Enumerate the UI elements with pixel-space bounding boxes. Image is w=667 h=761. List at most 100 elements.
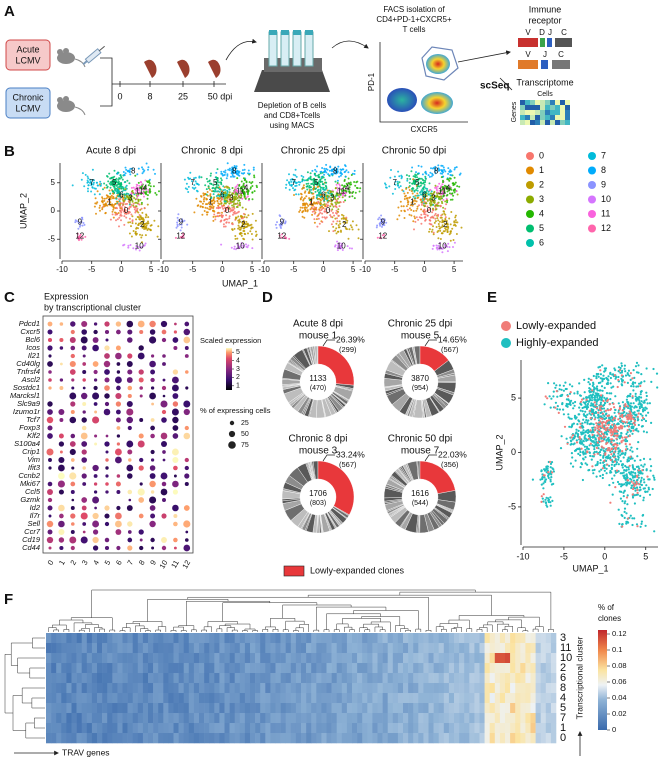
cell-point [117, 212, 120, 214]
cell-point [606, 449, 609, 452]
cell-point [356, 187, 359, 190]
cell-point [319, 201, 322, 204]
cell-point [121, 204, 124, 207]
cell-point [632, 422, 635, 425]
cell-point [600, 430, 603, 433]
dot [92, 545, 99, 551]
cell-point [91, 168, 94, 171]
cell-point [304, 210, 307, 212]
size-legend-dot [228, 430, 236, 438]
cell-point [590, 378, 593, 382]
cluster-label: 7 [392, 178, 397, 187]
cell-point [185, 182, 188, 185]
cell-point [632, 417, 635, 421]
cell-point [593, 394, 597, 397]
y-tick-label: 5 [511, 392, 516, 402]
cell-point [604, 424, 607, 427]
dot [149, 336, 157, 344]
dot [126, 440, 134, 448]
cell-point [137, 167, 140, 170]
cell-point [121, 178, 124, 181]
cell-point [142, 170, 145, 173]
cell-point [621, 452, 624, 455]
mini-heat-cell [540, 100, 545, 105]
cell-point [240, 180, 243, 183]
cell-point [546, 465, 550, 468]
legend-label: Lowly-expanded clones [310, 565, 405, 575]
cell-point [316, 225, 319, 228]
cell-point [596, 434, 599, 437]
cell-point [422, 182, 425, 185]
cell-point [242, 246, 245, 249]
cell-point [194, 176, 197, 179]
cell-point [451, 198, 454, 201]
cluster-label: 4 [244, 184, 249, 193]
cell-point [240, 242, 243, 245]
mini-heat-cell [565, 105, 570, 110]
cell-point [564, 381, 567, 384]
dot [105, 458, 109, 462]
cell-point [335, 227, 338, 230]
cell-point [115, 181, 118, 184]
cell-point [245, 220, 248, 223]
cell-point [251, 238, 254, 241]
cell-point [351, 195, 354, 198]
cell-point [101, 197, 104, 200]
cell-point [531, 478, 535, 481]
cluster-label: 1 [208, 198, 213, 207]
cell-point [444, 200, 447, 203]
dot [59, 322, 64, 326]
cell-point [634, 489, 637, 492]
cell-point [310, 188, 313, 191]
cell-point [442, 166, 445, 169]
cell-point [231, 187, 234, 189]
dot [48, 466, 52, 470]
dot [150, 537, 155, 543]
dot [92, 361, 99, 367]
cell-point [330, 215, 332, 218]
cell-point [458, 185, 461, 188]
dot [93, 490, 98, 494]
bracket [100, 57, 113, 107]
cell-point [228, 186, 230, 189]
cell-point [613, 451, 616, 454]
dot [115, 392, 122, 400]
cell-point [578, 413, 581, 416]
facs-y-label: PD-1 [367, 72, 376, 91]
dot [48, 370, 52, 374]
cell-point [336, 220, 339, 223]
cell-point [292, 187, 294, 190]
dot [162, 378, 166, 382]
cell-point [572, 465, 575, 468]
cell-point [220, 215, 223, 218]
cell-point [228, 167, 231, 170]
cell-point [334, 198, 337, 201]
cell-point [543, 403, 546, 406]
cell-point [124, 172, 127, 175]
cell-point [150, 224, 153, 227]
cell-point [554, 386, 557, 389]
cell-point [251, 212, 254, 215]
cell-point [614, 408, 617, 412]
cell-point [583, 378, 586, 381]
cell-point [582, 443, 585, 446]
cell-point [244, 197, 247, 200]
cell-point [451, 227, 454, 230]
cell-point [642, 401, 645, 404]
dot [138, 465, 144, 471]
cell-point [597, 375, 600, 378]
cell-point [251, 185, 254, 187]
dot [92, 512, 99, 520]
cell-point [620, 431, 623, 435]
cell-point [136, 184, 139, 187]
cell-point [145, 162, 148, 165]
cell-point [610, 441, 613, 444]
cell-point [295, 181, 298, 184]
cell-point [219, 181, 222, 184]
cell-point [645, 391, 648, 394]
cell-point [334, 229, 337, 232]
cell-point [568, 383, 572, 386]
cell-point [317, 214, 320, 217]
cell-point [613, 411, 616, 414]
